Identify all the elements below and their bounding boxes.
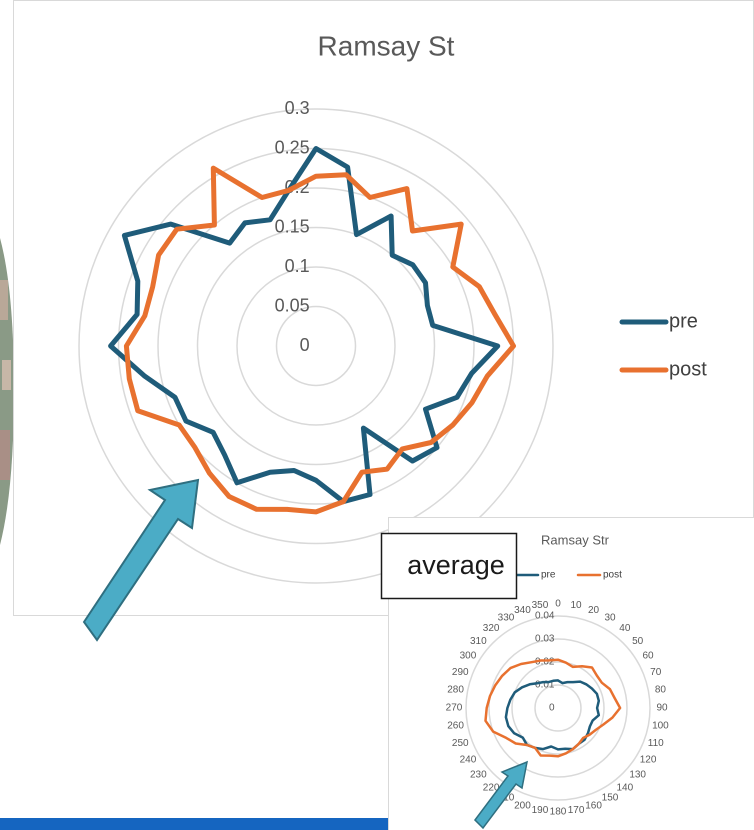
photo-roof <box>0 280 8 320</box>
angle-label: 100 <box>652 721 669 732</box>
photo-roof <box>0 430 10 480</box>
angle-label: 250 <box>452 738 469 749</box>
angle-label: 330 <box>498 613 515 624</box>
r-tick-label: 0.03 <box>535 634 555 645</box>
r-tick-label: 0 <box>300 335 310 355</box>
angle-label: 190 <box>532 805 549 816</box>
legend-label: pre <box>541 570 556 581</box>
legend-label: post <box>669 358 707 380</box>
angle-label: 40 <box>619 623 631 634</box>
angle-label: 310 <box>470 636 487 647</box>
chart-title: Ramsay Str <box>541 532 610 547</box>
angle-label: 280 <box>447 685 464 696</box>
angle-label: 70 <box>650 667 662 678</box>
angle-label: 140 <box>617 782 634 793</box>
angle-label: 350 <box>532 600 549 611</box>
angle-label: 290 <box>452 667 469 678</box>
taskbar-strip <box>0 818 388 830</box>
angle-label: 130 <box>629 769 646 780</box>
angle-label: 260 <box>447 721 464 732</box>
angle-label: 230 <box>470 769 487 780</box>
chart-title: Ramsay St <box>318 30 455 61</box>
angle-label: 80 <box>655 685 667 696</box>
angle-label: 20 <box>588 605 600 616</box>
aerial-photo-slice <box>0 238 14 545</box>
angle-label: 200 <box>514 800 531 811</box>
angle-label: 0 <box>555 599 561 610</box>
angle-label: 90 <box>656 703 668 714</box>
angle-label: 30 <box>604 613 616 624</box>
legend-label: pre <box>669 310 698 332</box>
angle-label: 10 <box>570 600 582 611</box>
r-tick-label: 0.3 <box>285 98 310 118</box>
angle-label: 170 <box>568 805 585 816</box>
r-tick-label: 0.04 <box>535 611 555 622</box>
angle-label: 270 <box>446 703 463 714</box>
angle-label: 110 <box>648 738 664 749</box>
angle-label: 320 <box>483 623 500 634</box>
photo-roof <box>2 360 11 390</box>
r-tick-label: 0.1 <box>285 256 310 276</box>
angle-label: 120 <box>640 755 657 766</box>
r-tick-label: 0.05 <box>275 295 310 315</box>
angle-label: 60 <box>643 651 655 662</box>
angle-label: 180 <box>550 807 567 818</box>
angle-label: 240 <box>460 755 477 766</box>
angle-label: 160 <box>585 800 602 811</box>
r-tick-label: 0 <box>549 703 555 714</box>
angle-label: 300 <box>460 651 477 662</box>
angle-label: 150 <box>602 793 619 804</box>
legend-label: post <box>603 570 622 581</box>
annotation: average <box>407 550 505 580</box>
angle-label: 340 <box>514 605 531 616</box>
angle-label: 50 <box>632 636 644 647</box>
screenshot: Ramsay St00.050.10.150.20.250.3prepost R… <box>0 0 754 830</box>
r-tick-label: 0.25 <box>275 137 310 157</box>
r-tick-label: 0.15 <box>275 216 310 236</box>
